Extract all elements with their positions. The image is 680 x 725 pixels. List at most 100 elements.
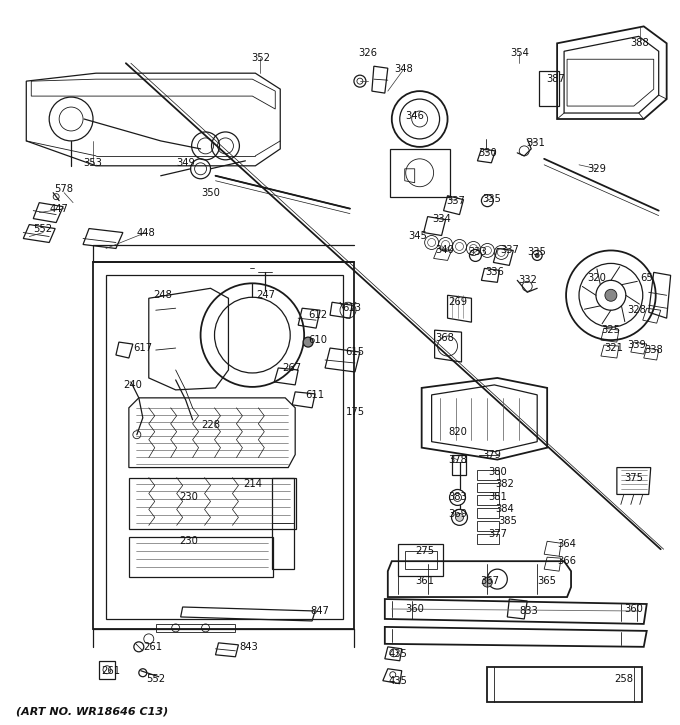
Bar xyxy=(156,624,235,632)
Text: 320: 320 xyxy=(588,273,607,283)
Text: 552: 552 xyxy=(33,223,53,233)
Text: 348: 348 xyxy=(394,65,413,74)
Text: 353: 353 xyxy=(84,158,103,167)
Text: 381: 381 xyxy=(488,492,507,502)
Text: 383: 383 xyxy=(448,492,467,502)
Circle shape xyxy=(482,577,492,587)
Text: 350: 350 xyxy=(201,188,220,198)
Bar xyxy=(272,478,294,569)
Bar xyxy=(488,667,642,702)
Bar xyxy=(398,544,443,576)
Text: 258: 258 xyxy=(614,674,633,684)
Text: 329: 329 xyxy=(588,164,607,174)
Text: 345: 345 xyxy=(408,231,427,241)
Text: 552: 552 xyxy=(146,674,165,684)
Text: 328: 328 xyxy=(628,305,646,315)
Text: 261: 261 xyxy=(101,666,120,676)
Text: 228: 228 xyxy=(201,420,220,430)
Text: 334: 334 xyxy=(432,214,451,223)
Bar xyxy=(129,478,296,529)
Bar xyxy=(477,521,499,531)
Text: 364: 364 xyxy=(558,539,577,550)
Text: 352: 352 xyxy=(251,53,270,63)
Bar xyxy=(477,470,499,479)
Bar xyxy=(99,660,115,679)
Circle shape xyxy=(303,337,313,347)
Bar xyxy=(477,508,499,518)
Text: 326: 326 xyxy=(358,49,377,58)
Text: 578: 578 xyxy=(54,183,73,194)
Text: 384: 384 xyxy=(495,505,513,515)
Text: 368: 368 xyxy=(435,333,454,343)
Text: 360: 360 xyxy=(624,604,643,614)
Text: 820: 820 xyxy=(448,427,467,436)
Text: 448: 448 xyxy=(137,228,155,238)
Text: (ART NO. WR18646 C13): (ART NO. WR18646 C13) xyxy=(16,707,169,716)
Text: 611: 611 xyxy=(305,390,324,400)
Text: 360: 360 xyxy=(405,604,424,614)
Text: 380: 380 xyxy=(488,467,507,476)
Bar xyxy=(539,71,559,106)
Text: 843: 843 xyxy=(239,642,258,652)
Text: 214: 214 xyxy=(243,479,262,489)
Text: 321: 321 xyxy=(605,343,624,353)
Text: 617: 617 xyxy=(133,343,152,353)
Text: 275: 275 xyxy=(415,546,435,556)
Bar xyxy=(390,149,449,196)
Bar xyxy=(477,495,499,505)
Bar xyxy=(93,262,354,629)
Text: 369: 369 xyxy=(448,510,467,519)
Text: 833: 833 xyxy=(520,606,539,616)
Circle shape xyxy=(535,254,539,257)
Text: 435: 435 xyxy=(388,676,407,686)
Bar xyxy=(477,534,499,544)
Text: 610: 610 xyxy=(309,335,328,345)
Text: 337: 337 xyxy=(500,246,519,255)
Text: 382: 382 xyxy=(495,479,514,489)
Text: 615: 615 xyxy=(345,347,364,357)
Text: 435: 435 xyxy=(388,649,407,659)
Text: 335: 335 xyxy=(482,194,500,204)
Text: 261: 261 xyxy=(143,642,163,652)
Circle shape xyxy=(605,289,617,302)
Text: 349: 349 xyxy=(176,158,195,167)
Text: 337: 337 xyxy=(446,196,465,206)
Text: 331: 331 xyxy=(527,138,545,148)
Text: 447: 447 xyxy=(50,204,69,214)
Text: 361: 361 xyxy=(415,576,434,586)
Bar xyxy=(129,537,273,577)
Bar xyxy=(477,483,499,492)
Text: 377: 377 xyxy=(488,529,507,539)
Bar xyxy=(405,551,437,569)
Text: 267: 267 xyxy=(283,363,302,373)
Text: 336: 336 xyxy=(485,268,504,278)
Text: 338: 338 xyxy=(645,345,663,355)
Text: 612: 612 xyxy=(309,310,328,320)
Text: 346: 346 xyxy=(405,111,424,121)
Text: 375: 375 xyxy=(624,473,643,483)
Text: 354: 354 xyxy=(510,49,529,58)
Text: 65: 65 xyxy=(641,273,653,283)
Text: 388: 388 xyxy=(630,38,649,49)
Text: 330: 330 xyxy=(478,148,497,158)
Text: 332: 332 xyxy=(517,276,537,286)
Text: 269: 269 xyxy=(448,297,467,307)
Text: 365: 365 xyxy=(538,576,557,586)
Text: 366: 366 xyxy=(558,556,577,566)
Text: 378: 378 xyxy=(448,455,467,465)
Text: 333: 333 xyxy=(468,247,487,257)
Text: 379: 379 xyxy=(482,450,501,460)
Text: 248: 248 xyxy=(153,290,172,300)
Text: 175: 175 xyxy=(345,407,364,417)
Text: 247: 247 xyxy=(256,290,275,300)
Text: 230: 230 xyxy=(180,492,198,502)
Bar xyxy=(452,455,466,475)
Text: 230: 230 xyxy=(180,536,198,546)
Circle shape xyxy=(456,513,464,521)
Text: 335: 335 xyxy=(528,247,547,257)
Text: 847: 847 xyxy=(311,606,330,616)
Text: 340: 340 xyxy=(435,246,454,255)
Text: 387: 387 xyxy=(547,74,566,84)
Text: 367: 367 xyxy=(480,576,499,586)
Text: 240: 240 xyxy=(123,380,142,390)
